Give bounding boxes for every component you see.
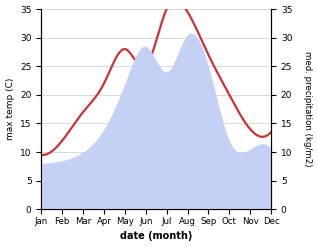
- Y-axis label: med. precipitation (kg/m2): med. precipitation (kg/m2): [303, 51, 313, 167]
- X-axis label: date (month): date (month): [120, 231, 192, 242]
- Y-axis label: max temp (C): max temp (C): [5, 78, 15, 140]
